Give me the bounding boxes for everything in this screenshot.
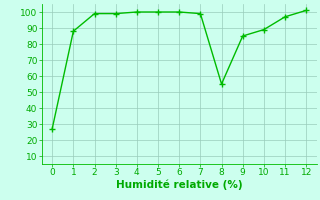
X-axis label: Humidité relative (%): Humidité relative (%): [116, 180, 243, 190]
